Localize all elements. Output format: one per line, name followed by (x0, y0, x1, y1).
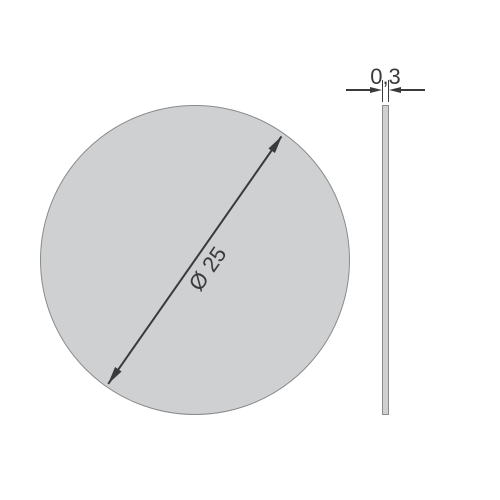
thickness-arrow-left-line (346, 89, 370, 91)
thickness-arrow-right-line (401, 89, 425, 91)
thickness-label: 0,3 (370, 64, 401, 90)
drawing-stage: Ø 25 0,3 (0, 0, 500, 500)
disc-side-view (382, 105, 389, 415)
